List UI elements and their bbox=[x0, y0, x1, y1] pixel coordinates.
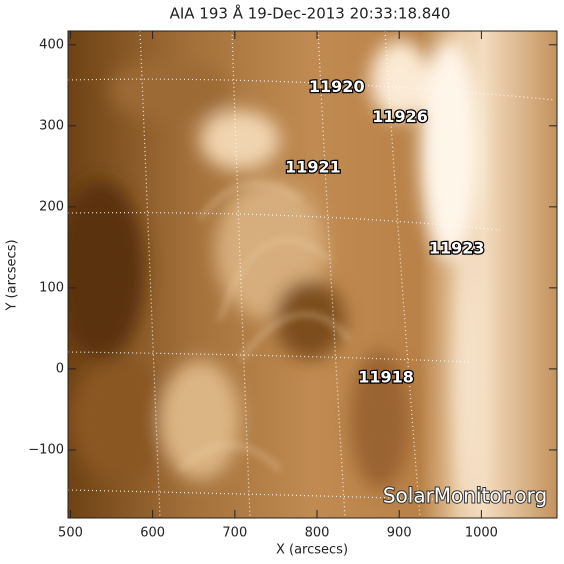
y-tick-label: 300 bbox=[39, 118, 64, 133]
y-tick-label: 200 bbox=[39, 199, 64, 214]
region-label: 11923 bbox=[429, 238, 485, 257]
y-tick-label: 400 bbox=[39, 37, 64, 52]
region-label: 11918 bbox=[358, 367, 414, 386]
y-tick-label: 0 bbox=[56, 361, 64, 376]
x-axis-label: X (arcsecs) bbox=[276, 543, 348, 558]
plot-frame bbox=[67, 30, 558, 519]
region-label: 11921 bbox=[285, 157, 341, 176]
x-tick-label: 500 bbox=[58, 526, 83, 541]
y-tick-label: 100 bbox=[39, 280, 64, 295]
solar-image bbox=[68, 31, 557, 518]
y-axis-label: Y (arcsecs) bbox=[5, 239, 20, 311]
x-tick-label: 900 bbox=[387, 526, 412, 541]
x-tick-label: 1000 bbox=[465, 526, 498, 541]
region-label: 11926 bbox=[372, 107, 428, 126]
chart-title: AIA 193 Å 19-Dec-2013 20:33:18.840 bbox=[170, 4, 451, 23]
y-tick-label: −100 bbox=[28, 442, 64, 457]
x-tick-label: 800 bbox=[305, 526, 330, 541]
watermark: SolarMonitor.org bbox=[383, 484, 547, 508]
x-tick-label: 600 bbox=[140, 526, 165, 541]
region-label: 11920 bbox=[309, 77, 365, 96]
x-tick-label: 700 bbox=[222, 526, 247, 541]
